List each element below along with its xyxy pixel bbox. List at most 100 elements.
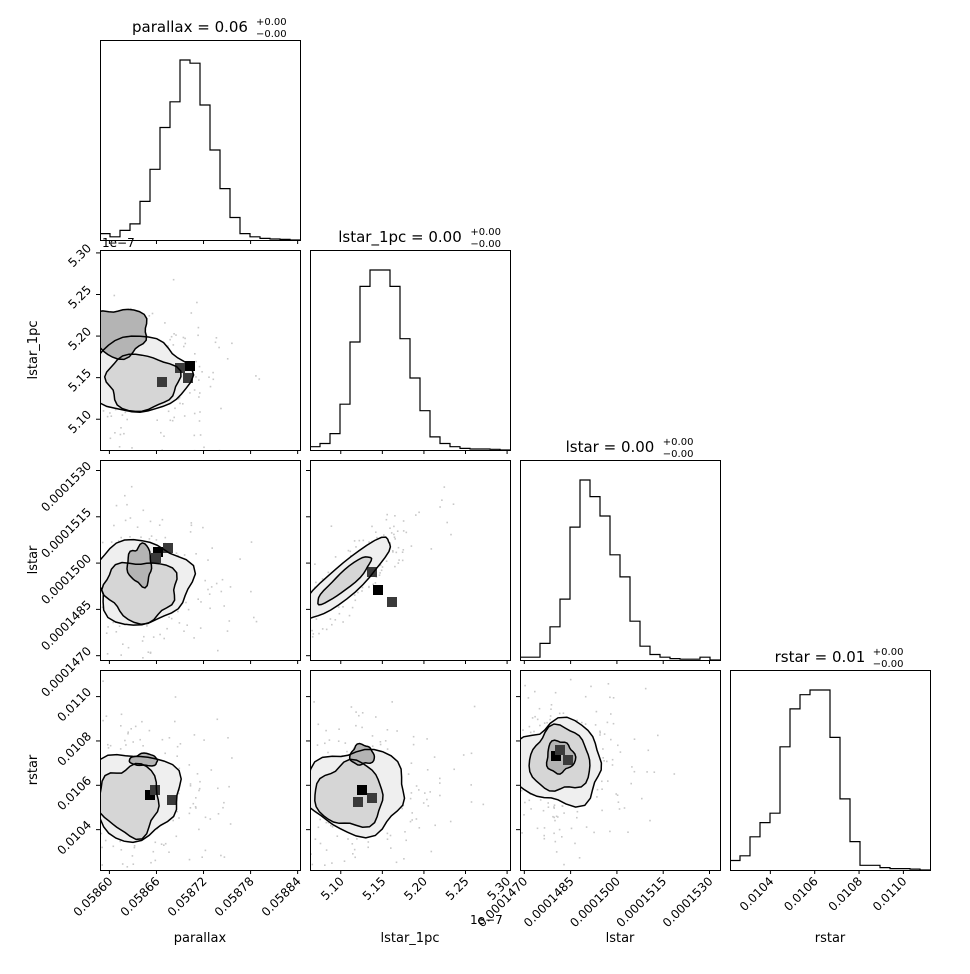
panel-rstar-vs-lstar_1pc — [263, 701, 485, 866]
sample-point — [199, 627, 202, 629]
sample-point — [284, 633, 286, 635]
sample-point — [511, 711, 513, 713]
sample-point — [92, 830, 94, 832]
sample-point — [75, 370, 77, 372]
sample-point — [297, 766, 299, 768]
histogram-rstar — [730, 689, 930, 870]
sample-point — [539, 724, 541, 727]
sample-point — [105, 715, 108, 717]
sample-point — [361, 712, 364, 714]
sample-point — [161, 738, 164, 741]
sample-point — [132, 741, 134, 743]
sample-point — [516, 713, 518, 715]
sample-point — [543, 837, 546, 840]
sample-point — [176, 745, 179, 748]
sample-point — [68, 785, 70, 787]
sample-point — [214, 341, 217, 344]
sample-point — [291, 618, 293, 620]
sample-point — [515, 749, 517, 751]
sample-point — [426, 798, 428, 801]
sample-point — [143, 635, 145, 638]
panel-frame — [100, 460, 301, 661]
sample-point — [75, 551, 77, 553]
sample-point — [201, 371, 203, 373]
sample-point — [355, 711, 357, 713]
contour-level-3 — [126, 542, 153, 589]
sample-point — [367, 846, 369, 849]
sample-point — [293, 812, 295, 814]
sample-point — [202, 526, 204, 529]
sample-point — [251, 680, 253, 682]
sample-point — [426, 738, 428, 740]
sample-point — [57, 809, 59, 811]
sample-point — [594, 724, 597, 726]
sample-point — [190, 878, 192, 880]
sample-point — [315, 581, 317, 584]
sample-point — [253, 616, 255, 619]
sample-point — [44, 355, 46, 357]
sample-point — [192, 802, 195, 805]
sample-point — [178, 396, 181, 399]
sample-point — [319, 818, 321, 821]
sample-point — [185, 601, 187, 604]
density-fill-level-3 — [100, 309, 147, 360]
sample-point — [117, 540, 120, 542]
sample-point — [198, 420, 201, 422]
sample-point — [101, 541, 104, 544]
sample-point — [415, 818, 418, 820]
y-axis-label-lstar: lstar — [26, 545, 41, 574]
sample-point — [549, 715, 552, 717]
sample-point — [119, 840, 121, 843]
sample-point — [584, 695, 587, 698]
sample-point — [574, 842, 576, 845]
density-fill-level-2 — [314, 759, 383, 828]
sample-point — [188, 858, 191, 861]
sample-point — [411, 819, 413, 821]
sample-point — [644, 687, 647, 690]
sample-point — [114, 665, 116, 667]
sample-point — [494, 754, 496, 756]
sample-point — [596, 788, 599, 791]
sample-point — [306, 597, 308, 599]
sample-point — [195, 553, 197, 555]
x-axis-label-lstar_1pc: lstar_1pc — [381, 931, 440, 946]
sample-point — [60, 773, 62, 775]
sample-point — [469, 741, 471, 743]
y-tick-label: 5.25 — [65, 283, 94, 312]
sample-point — [73, 547, 75, 549]
sample-point — [379, 564, 382, 567]
sample-point — [71, 809, 73, 811]
y-tick-label: 0.0110 — [55, 685, 95, 725]
sample-point — [623, 807, 626, 809]
sample-point — [286, 662, 288, 664]
sample-point — [506, 733, 508, 735]
sample-point — [170, 617, 173, 620]
sample-point — [610, 713, 612, 715]
sample-point — [389, 527, 391, 529]
title-plus-error: +0.00 — [873, 647, 904, 658]
sample-point — [174, 720, 176, 723]
sample-point — [515, 701, 517, 703]
sample-point — [80, 395, 82, 397]
sample-point — [194, 353, 196, 355]
sample-point — [263, 744, 265, 746]
sample-point — [174, 407, 176, 410]
sample-point — [449, 820, 452, 823]
sample-point — [430, 548, 433, 550]
sample-point — [126, 418, 128, 421]
sample-point — [303, 611, 305, 613]
sample-point — [327, 571, 330, 574]
sample-point — [223, 856, 226, 858]
sample-point — [289, 617, 291, 619]
sample-point — [391, 701, 393, 703]
y-tick-label: 0.0001530 — [38, 459, 94, 515]
sample-point — [197, 326, 200, 329]
sample-point — [60, 887, 62, 889]
sample-point — [195, 376, 197, 378]
density-cell — [387, 597, 397, 607]
sample-point — [120, 725, 122, 727]
sample-point — [401, 551, 404, 553]
sample-point — [175, 334, 177, 336]
y-tick-label: 5.15 — [65, 366, 94, 395]
sample-point — [291, 848, 293, 850]
